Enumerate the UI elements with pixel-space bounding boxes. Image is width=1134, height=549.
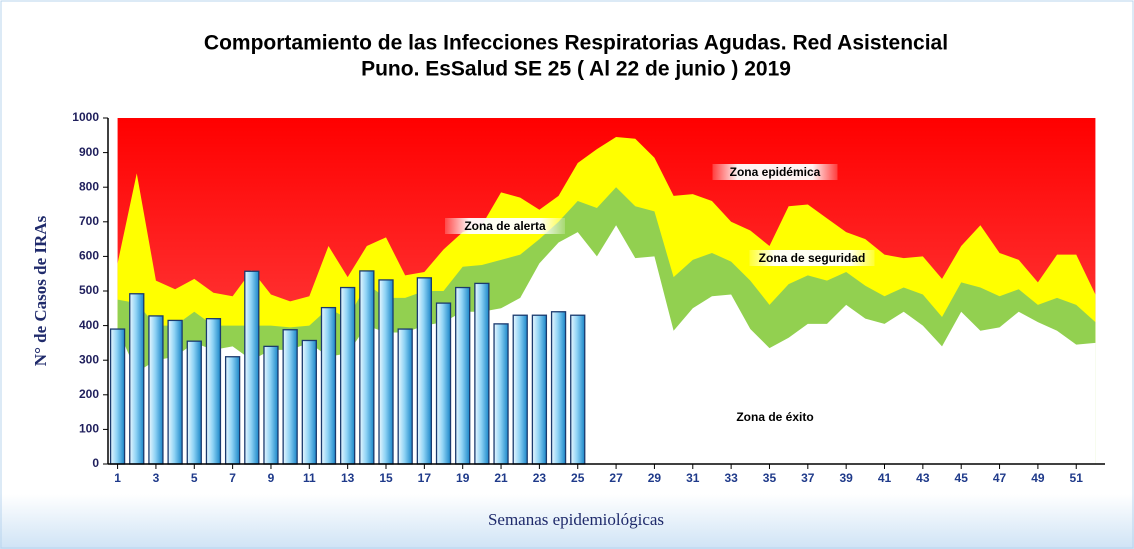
x-tick-label: 9 (268, 471, 275, 485)
bar (224, 356, 241, 465)
bar (378, 279, 394, 465)
y-tick-label: 700 (79, 214, 99, 228)
bar (129, 293, 145, 465)
x-tick-label: 15 (379, 471, 393, 485)
zone-label-box (749, 250, 875, 266)
bar (435, 302, 452, 465)
x-tick-label: 1 (114, 471, 121, 485)
chart-title: Comportamiento de las Infecciones Respir… (204, 32, 948, 55)
y-tick-label: 900 (79, 145, 99, 159)
y-tick-label: 100 (79, 422, 99, 436)
x-tick-label: 43 (916, 471, 930, 485)
zone-label: Zona epidémica (730, 165, 821, 179)
x-tick-label: 51 (1070, 471, 1084, 485)
bar (167, 319, 183, 465)
x-tick-label: 21 (494, 471, 508, 485)
bar (244, 270, 260, 465)
x-tick-label: 27 (609, 471, 623, 485)
x-tick-label: 19 (456, 471, 470, 485)
x-tick-label: 37 (801, 471, 815, 485)
chart-title: Puno. EsSalud SE 25 ( Al 22 de junio ) 2… (361, 58, 791, 81)
bar (531, 314, 548, 465)
bar (282, 329, 298, 465)
y-tick-label: 200 (79, 387, 99, 401)
bar (493, 323, 509, 465)
x-tick-label: 11 (303, 471, 316, 485)
bar (359, 270, 375, 465)
bar (301, 339, 317, 465)
y-tick-label: 500 (79, 283, 99, 297)
bar (512, 314, 528, 465)
bar (570, 314, 586, 465)
x-tick-label: 45 (955, 471, 969, 485)
x-axis-label: Semanas epidemiológicas (488, 510, 664, 529)
x-tick-label: 29 (648, 471, 662, 485)
x-tick-label: 23 (533, 471, 547, 485)
y-tick-label: 800 (79, 179, 99, 193)
y-tick-label: 300 (79, 352, 99, 366)
x-tick-label: 35 (763, 471, 777, 485)
bar (416, 277, 433, 465)
bar (263, 345, 279, 465)
zone-label-box (712, 164, 838, 180)
bar (340, 286, 356, 465)
y-tick-label: 1000 (72, 110, 99, 124)
x-tick-label: 7 (229, 471, 236, 485)
x-tick-label: 33 (724, 471, 738, 485)
bar (205, 318, 222, 465)
zone-label: Zona de seguridad (759, 251, 866, 265)
x-tick-label: 25 (571, 471, 585, 485)
bar (455, 286, 471, 465)
x-tick-label: 3 (153, 471, 160, 485)
x-tick-label: 13 (341, 471, 355, 485)
bar (397, 328, 413, 465)
x-tick-label: 41 (878, 471, 892, 485)
x-tick-label: 47 (993, 471, 1007, 485)
y-axis-label: N° de Casos de IRAs (31, 215, 50, 366)
bar (186, 340, 202, 465)
y-tick-label: 400 (79, 318, 99, 332)
x-tick-label: 39 (839, 471, 853, 485)
zone-label-box (715, 409, 835, 425)
x-tick-label: 49 (1031, 471, 1045, 485)
x-tick-label: 31 (686, 471, 700, 485)
zone-label: Zona de éxito (736, 410, 813, 424)
bar (474, 282, 490, 465)
bar (148, 315, 164, 465)
bar (550, 311, 567, 465)
zone-label-box (445, 218, 565, 234)
zone-label: Zona de alerta (464, 219, 546, 233)
y-tick-label: 0 (92, 456, 99, 470)
bar (109, 328, 126, 465)
bar (320, 306, 337, 465)
y-tick-label: 600 (79, 249, 99, 263)
x-tick-label: 5 (191, 471, 198, 485)
x-tick-label: 17 (418, 471, 432, 485)
